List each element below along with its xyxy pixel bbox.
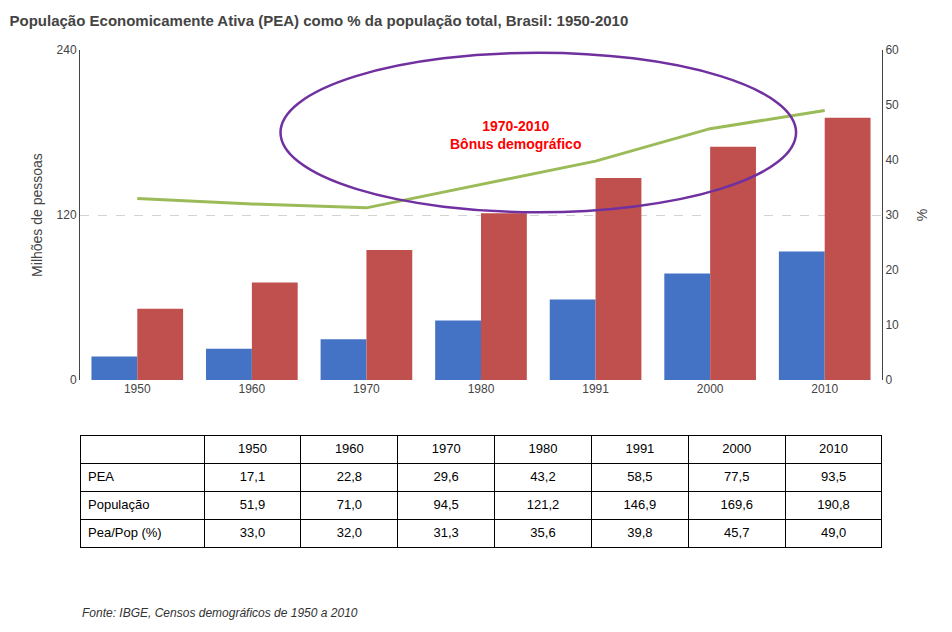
svg-text:43,2: 43,2 bbox=[530, 469, 555, 484]
svg-text:2010: 2010 bbox=[811, 382, 838, 396]
svg-text:94,5: 94,5 bbox=[434, 497, 459, 512]
svg-text:71,0: 71,0 bbox=[337, 497, 362, 512]
svg-text:32,0: 32,0 bbox=[337, 525, 362, 540]
svg-text:169,6: 169,6 bbox=[720, 497, 753, 512]
svg-text:49,0: 49,0 bbox=[821, 525, 846, 540]
svg-text:40: 40 bbox=[885, 153, 899, 167]
svg-text:Fonte: IBGE, Censos demográfic: Fonte: IBGE, Censos demográficos de 1950… bbox=[82, 606, 358, 620]
svg-text:29,6: 29,6 bbox=[434, 469, 459, 484]
svg-text:1991: 1991 bbox=[625, 441, 654, 456]
svg-text:1950: 1950 bbox=[124, 382, 151, 396]
svg-text:190,8: 190,8 bbox=[817, 497, 850, 512]
svg-text:1960: 1960 bbox=[335, 441, 364, 456]
svg-text:2010: 2010 bbox=[819, 441, 848, 456]
svg-text:%: % bbox=[914, 209, 930, 221]
svg-text:39,8: 39,8 bbox=[627, 525, 652, 540]
svg-text:45,7: 45,7 bbox=[724, 525, 749, 540]
svg-text:120: 120 bbox=[57, 208, 77, 222]
svg-text:1960: 1960 bbox=[239, 382, 266, 396]
svg-text:121,2: 121,2 bbox=[527, 497, 560, 512]
svg-text:30: 30 bbox=[885, 208, 899, 222]
svg-text:1970-2010Bônus demográfico: 1970-2010Bônus demográfico bbox=[450, 118, 581, 152]
svg-text:0: 0 bbox=[885, 373, 892, 387]
svg-text:1980: 1980 bbox=[529, 441, 558, 456]
svg-text:Milhões de pessoas: Milhões de pessoas bbox=[29, 153, 45, 277]
svg-text:1991: 1991 bbox=[582, 382, 609, 396]
svg-text:0: 0 bbox=[70, 373, 77, 387]
svg-text:22,8: 22,8 bbox=[337, 469, 362, 484]
svg-text:17,1: 17,1 bbox=[240, 469, 265, 484]
svg-text:20: 20 bbox=[885, 263, 899, 277]
svg-text:10: 10 bbox=[885, 318, 899, 332]
svg-text:77,5: 77,5 bbox=[724, 469, 749, 484]
svg-text:1950: 1950 bbox=[238, 441, 267, 456]
svg-text:1970: 1970 bbox=[432, 441, 461, 456]
svg-text:2000: 2000 bbox=[722, 441, 751, 456]
svg-text:Pea/Pop (%): Pea/Pop (%) bbox=[88, 525, 162, 540]
svg-text:35,6: 35,6 bbox=[530, 525, 555, 540]
svg-text:93,5: 93,5 bbox=[821, 469, 846, 484]
svg-text:PEA: PEA bbox=[88, 469, 114, 484]
svg-text:146,9: 146,9 bbox=[624, 497, 657, 512]
svg-text:2000: 2000 bbox=[697, 382, 724, 396]
svg-text:60: 60 bbox=[885, 43, 899, 57]
svg-text:50: 50 bbox=[885, 98, 899, 112]
svg-text:33,0: 33,0 bbox=[240, 525, 265, 540]
svg-text:31,3: 31,3 bbox=[434, 525, 459, 540]
svg-text:1970: 1970 bbox=[353, 382, 380, 396]
svg-text:População Economicamente Ativa: População Economicamente Ativa (PEA) com… bbox=[10, 12, 629, 29]
svg-text:58,5: 58,5 bbox=[627, 469, 652, 484]
svg-text:População: População bbox=[88, 497, 149, 512]
svg-text:1980: 1980 bbox=[468, 382, 495, 396]
svg-text:240: 240 bbox=[57, 43, 77, 57]
svg-text:51,9: 51,9 bbox=[240, 497, 265, 512]
